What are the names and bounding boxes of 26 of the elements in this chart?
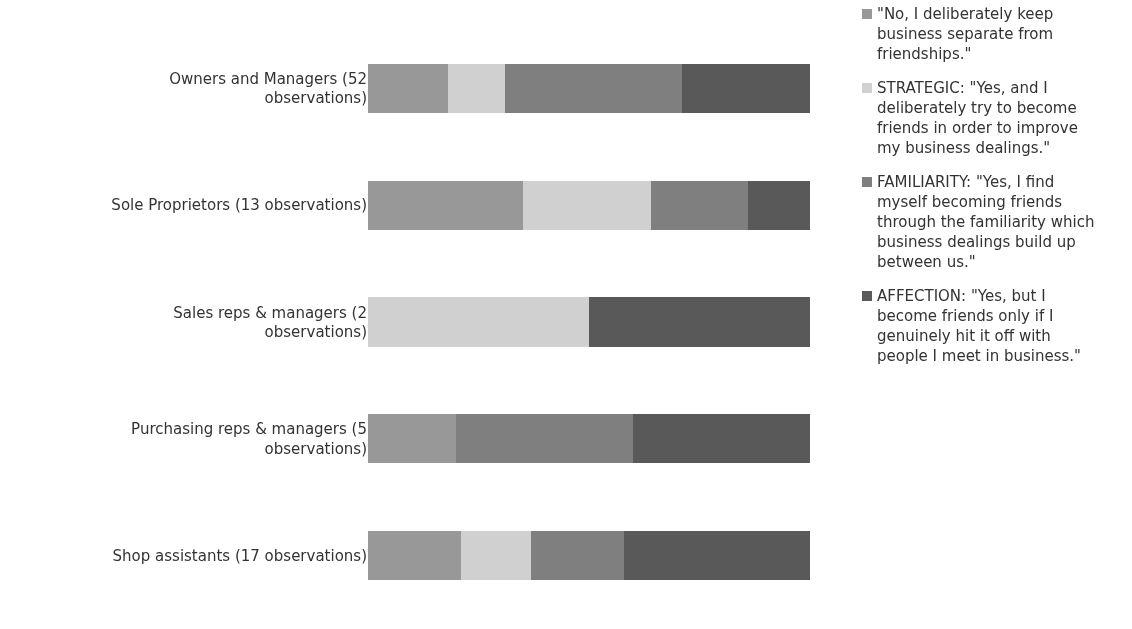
- bar: [650, 180, 748, 230]
- bar: [624, 531, 810, 581]
- bar: [456, 414, 634, 464]
- bar: [368, 297, 589, 347]
- y-tick-label: Owners and Managers (52 observations): [169, 69, 367, 108]
- bar: [368, 180, 523, 230]
- bar: [368, 531, 461, 581]
- bar: [522, 180, 651, 230]
- y-tick-label: Sole Proprietors (13 observations): [111, 196, 367, 215]
- bar: [460, 531, 532, 581]
- bar: [633, 414, 810, 464]
- bar: [681, 63, 810, 113]
- legend-label: FAMILIARITY: "Yes, I find myself becoming friends through the familiarity which business dealings build up between us.": [877, 172, 1096, 272]
- bar: [447, 63, 505, 113]
- legend-label: AFFECTION: "Yes, but I become friends only if I genuinely hit it off with people I meet in business.": [877, 286, 1082, 366]
- y-tick-label: Purchasing reps & managers (5 observations): [131, 420, 367, 458]
- legend-label: STRATEGIC: "Yes, and I deliberately try to become friends in order to improve my business dealings.": [877, 78, 1079, 158]
- legend-label: "No, I deliberately keep business separate from friendships.": [877, 4, 1055, 64]
- bar: [747, 180, 810, 230]
- bar: [368, 414, 457, 464]
- bar: [531, 531, 625, 581]
- y-tick-label: Sales reps & managers (2 observations): [173, 303, 367, 341]
- y-tick-label: Shop assistants (17 observations): [112, 546, 367, 565]
- bar: [368, 63, 448, 113]
- bar: [588, 297, 810, 347]
- bar: [504, 63, 682, 113]
